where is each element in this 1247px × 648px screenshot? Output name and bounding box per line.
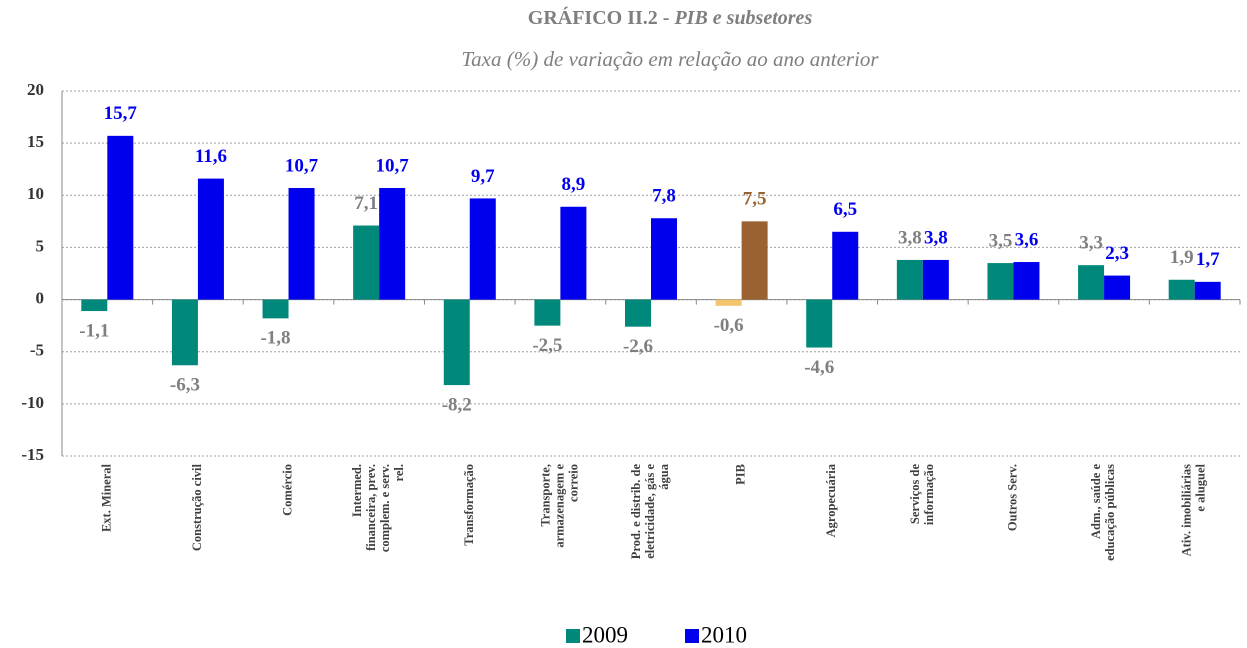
data-label: 1,7 — [1196, 249, 1220, 270]
data-label: 10,7 — [376, 155, 410, 176]
bar — [1078, 265, 1105, 300]
x-tick-label: Intermed.financeira, prev.complem. e ser… — [350, 464, 406, 552]
bar — [262, 299, 289, 319]
bar — [469, 198, 496, 300]
legend-swatch — [566, 629, 580, 643]
data-label: -1,8 — [260, 328, 290, 349]
bar — [922, 259, 949, 300]
data-label: -2,6 — [623, 336, 653, 357]
bar — [534, 299, 561, 326]
bar — [288, 187, 315, 300]
x-tick-label: Comércio — [280, 464, 294, 516]
data-label: 11,6 — [195, 146, 227, 167]
bar — [987, 263, 1014, 300]
y-tick-label: 10 — [27, 184, 44, 203]
data-label: -0,6 — [714, 315, 744, 336]
bar — [107, 135, 134, 300]
bar — [715, 299, 742, 306]
data-label: 3,3 — [1079, 233, 1103, 254]
bar — [1013, 262, 1040, 300]
data-label: 7,8 — [652, 186, 676, 207]
title-part: PIB e subsetores — [673, 7, 812, 29]
data-label: 3,8 — [898, 227, 922, 248]
x-tick-label: Construção civil — [190, 463, 204, 551]
bar — [379, 187, 406, 300]
data-label: -4,6 — [804, 357, 834, 378]
x-tick-label: Transformação — [462, 464, 476, 546]
bar — [832, 231, 859, 300]
x-tick-label: Serviços deinformação — [908, 464, 936, 526]
bar — [1104, 275, 1131, 300]
legend-label: 2009 — [582, 622, 628, 647]
bar — [171, 299, 198, 366]
data-label: -1,1 — [79, 320, 109, 341]
x-tick-label: Adm., saúde eeducação públicas — [1089, 464, 1117, 561]
bar — [443, 299, 470, 386]
y-tick-label: -15 — [21, 445, 44, 464]
data-label: 3,8 — [924, 227, 948, 248]
data-label: -2,5 — [532, 335, 562, 356]
bar — [651, 218, 677, 300]
legend-swatch — [685, 629, 699, 643]
data-label: -6,3 — [170, 375, 200, 396]
x-tick-label: Agropecuária — [824, 463, 838, 537]
bar — [353, 225, 380, 300]
y-tick-label: 5 — [36, 236, 45, 255]
chart-title: GRÁFICO II.2 - PIB e subsetores — [528, 6, 813, 29]
bar — [896, 259, 923, 300]
chart-subtitle: Taxa (%) de variação em relação ao ano a… — [461, 47, 879, 71]
y-tick-label: -10 — [21, 393, 44, 412]
data-label: 7,5 — [743, 189, 767, 210]
x-tick-label: Prod. e distrib. deeletricidade, gás eág… — [629, 463, 671, 559]
bar — [197, 178, 224, 300]
data-label: 7,1 — [354, 193, 378, 214]
y-tick-label: 20 — [27, 80, 44, 99]
data-label: 15,7 — [104, 103, 138, 124]
bar — [625, 299, 651, 327]
bar — [560, 206, 587, 300]
data-label: 9,7 — [471, 166, 495, 187]
data-label: 6,5 — [833, 199, 857, 220]
bar — [806, 299, 833, 348]
x-tick-label: Ativ. imobiliáriase aluguel — [1180, 463, 1208, 556]
x-tick-label: Transporte,armazenagem ecorreio — [538, 464, 580, 548]
title-part: GRÁFICO II.2 - — [528, 6, 670, 29]
bar — [1168, 279, 1195, 300]
bar — [81, 299, 108, 312]
legend-label: 2010 — [701, 622, 747, 647]
data-label: -8,2 — [442, 394, 472, 415]
y-tick-label: 15 — [27, 132, 44, 151]
data-label: 1,9 — [1170, 247, 1194, 268]
data-label: 3,5 — [989, 230, 1013, 251]
data-label: 2,3 — [1105, 243, 1129, 264]
data-label: 10,7 — [285, 155, 319, 176]
data-label: 3,6 — [1015, 229, 1039, 250]
data-label: 8,9 — [562, 174, 586, 195]
y-tick-label: -5 — [30, 341, 44, 360]
x-tick-label: Ext. Mineral — [99, 463, 113, 532]
x-tick-label: PIB — [733, 464, 747, 485]
x-tick-label: Outros Serv. — [1005, 464, 1019, 531]
bar — [1194, 281, 1221, 300]
bar — [741, 221, 768, 300]
y-tick-label: 0 — [36, 288, 45, 307]
